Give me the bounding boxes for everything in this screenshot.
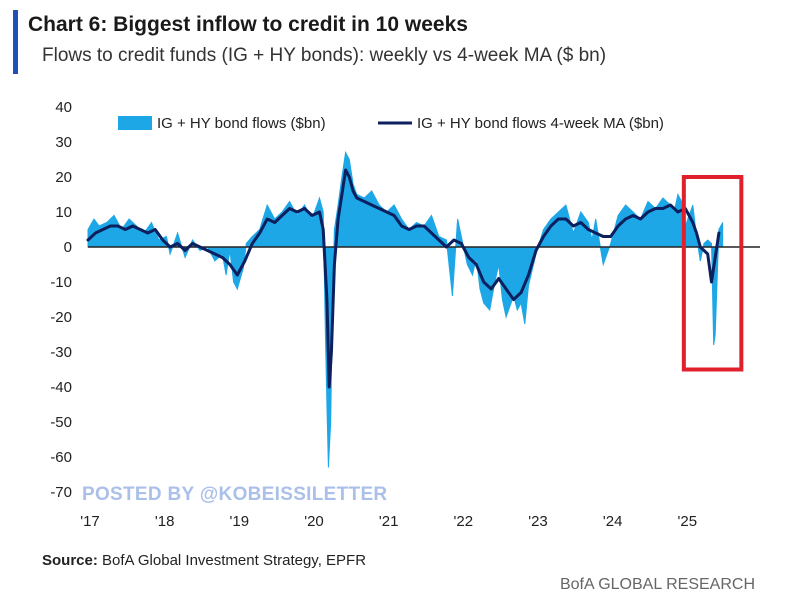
- ma-series-line: [86, 168, 721, 389]
- y-tick-label: 30: [55, 134, 72, 151]
- x-axis-ticks: '17 '18 '19 '20 '21 '22 '23 '24 '25: [80, 513, 697, 530]
- source-text: BofA Global Investment Strategy, EPFR: [97, 552, 367, 569]
- ma-line-layer: [86, 168, 721, 389]
- highlight-box: [681, 175, 744, 372]
- x-tick-label: '20: [304, 513, 324, 530]
- y-tick-label: 0: [64, 239, 72, 256]
- brand-label: BofA GLOBAL RESEARCH: [559, 576, 755, 593]
- x-tick-label: '19: [230, 513, 250, 530]
- x-tick-label: '24: [603, 513, 623, 530]
- x-tick-label: '18: [155, 513, 175, 530]
- x-tick-label: '21: [379, 513, 399, 530]
- legend-label-weekly: IG + HY bond flows ($bn): [157, 115, 326, 132]
- chart-subtitle: Flows to credit funds (IG + HY bonds): w…: [42, 45, 607, 66]
- x-tick-label: '22: [454, 513, 474, 530]
- source-label: Source:: [42, 552, 98, 569]
- legend-swatch-weekly: [118, 116, 152, 130]
- y-tick-label: -10: [50, 274, 72, 291]
- y-tick-label: 40: [55, 99, 72, 116]
- x-tick-label: '17: [80, 513, 100, 530]
- legend: IG + HY bond flows ($bn) IG + HY bond flo…: [118, 115, 664, 132]
- y-tick-label: -50: [50, 414, 72, 431]
- title-accent-bar: [13, 10, 18, 74]
- legend-label-ma: IG + HY bond flows 4-week MA ($bn): [417, 115, 664, 132]
- y-axis-ticks: 40 30 20 10 0 -10 -20 -30 -40 -50 -60 -70: [50, 99, 72, 501]
- chart-title: Chart 6: Biggest inflow to credit in 10 …: [28, 13, 468, 36]
- weekly-flows-area: [87, 150, 724, 468]
- y-tick-label: 20: [55, 169, 72, 186]
- watermark-text: POSTED BY @KOBEISSILETTER: [82, 484, 388, 505]
- source-note: Source: BofA Global Investment Strategy,…: [42, 552, 366, 569]
- y-tick-label: -70: [50, 484, 72, 501]
- y-tick-label: -20: [50, 309, 72, 326]
- y-tick-label: 10: [55, 204, 72, 221]
- highlight-layer: [681, 175, 744, 372]
- x-tick-label: '25: [678, 513, 698, 530]
- weekly-flows-area-layer: [87, 150, 724, 468]
- y-tick-label: -30: [50, 344, 72, 361]
- y-tick-label: -40: [50, 379, 72, 396]
- x-tick-label: '23: [528, 513, 548, 530]
- y-tick-label: -60: [50, 449, 72, 466]
